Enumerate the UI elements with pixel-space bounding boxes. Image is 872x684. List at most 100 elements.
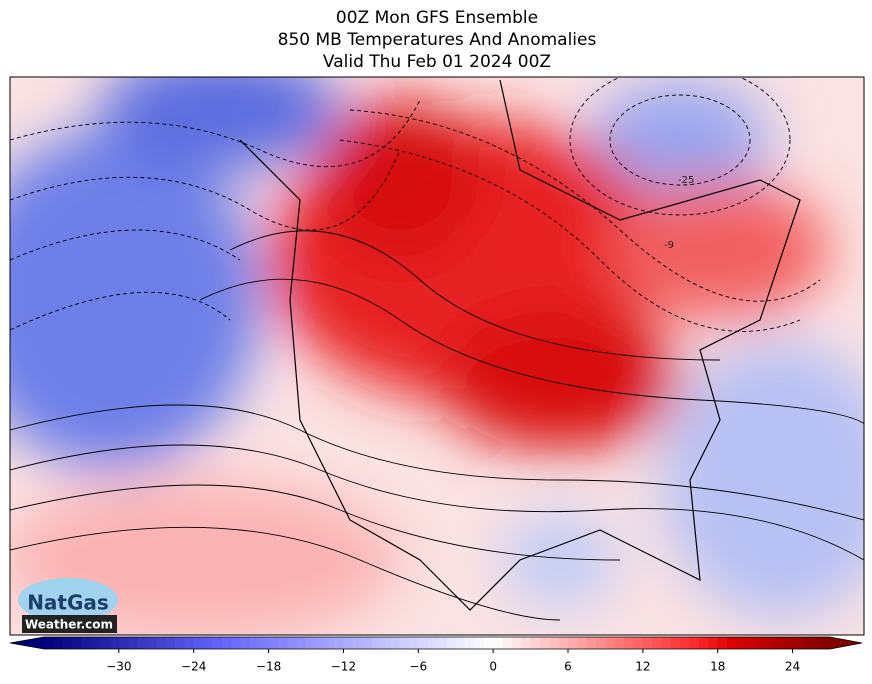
colorbar-frame (9, 636, 863, 650)
colorbar-step (558, 637, 569, 649)
colorbar-step (427, 637, 438, 649)
colorbar-step (53, 637, 64, 649)
colorbar-step (118, 637, 129, 649)
colorbar-step (240, 637, 251, 649)
colorbar-tick-label: −30 (106, 660, 131, 674)
colorbar-step (277, 637, 288, 649)
colorbar-step (764, 637, 775, 649)
colorbar-step (539, 637, 550, 649)
colorbar-step (530, 637, 541, 649)
title-line: 850 MB Temperatures And Anomalies (278, 30, 597, 50)
colorbar-step (165, 637, 176, 649)
colorbar-step (334, 637, 344, 649)
colorbar-step (549, 637, 560, 649)
colorbar-step (390, 637, 401, 649)
colorbar-step (502, 637, 513, 649)
colorbar-step (727, 637, 737, 649)
colorbar-tick-label: 18 (710, 660, 725, 674)
colorbar-step (408, 637, 419, 649)
colorbar-step (773, 637, 784, 649)
colorbar-step (128, 637, 139, 649)
colorbar-step (249, 637, 260, 649)
colorbar-step (642, 637, 653, 649)
colorbar-step (680, 637, 691, 649)
colorbar-step (62, 637, 73, 649)
colorbar-step (137, 637, 148, 649)
contour-label: -9 (664, 240, 674, 251)
colorbar-step (820, 637, 831, 649)
colorbar-step (287, 637, 298, 649)
colorbar-step (446, 637, 457, 649)
colorbar-step (699, 637, 709, 649)
colorbar-step (745, 637, 756, 649)
colorbar-step (193, 637, 204, 649)
colorbar-step (633, 637, 644, 649)
colorbar-tick-label: −6 (409, 660, 427, 674)
colorbar-tick-label: 0 (489, 660, 497, 674)
colorbar-tick-label: −18 (256, 660, 281, 674)
colorbar-step (259, 637, 270, 649)
contour-label: -25 (678, 175, 694, 186)
colorbar-step (455, 637, 466, 649)
colorbar-step (109, 637, 120, 649)
logo-text: Weather.com (25, 618, 113, 632)
colorbar-step (371, 637, 382, 649)
colorbar-tick-label: −12 (331, 660, 356, 674)
colorbar-step (72, 637, 82, 649)
colorbar-step (661, 637, 672, 649)
colorbar-step (493, 637, 503, 649)
coastline (239, 79, 801, 611)
colorbar-step (352, 637, 363, 649)
colorbar-tick-label: −24 (181, 660, 206, 674)
colorbar-step (614, 637, 625, 649)
colorbar-step (783, 637, 794, 649)
title-line: 00Z Mon GFS Ensemble (336, 8, 538, 28)
colorbar-step (231, 637, 241, 649)
colorbar-step (399, 637, 410, 649)
colorbar-step (801, 637, 812, 649)
colorbar-step (596, 637, 606, 649)
colorbar-step (418, 637, 429, 649)
colorbar-tick-label: 24 (785, 660, 800, 674)
colorbar-step (81, 637, 92, 649)
colorbar-step (708, 637, 719, 649)
colorbar-step (175, 637, 185, 649)
colorbar-step (437, 637, 447, 649)
logo: NatGas Weather.com (18, 578, 118, 633)
colorbar-step (221, 637, 232, 649)
colorbar-step (670, 637, 681, 649)
colorbar-step (146, 637, 157, 649)
colorbar-step (474, 637, 485, 649)
colorbar-step (465, 637, 475, 649)
colorbar-extend-high (830, 637, 862, 649)
logo-text: NatGas (27, 591, 109, 615)
title-line: Valid Thu Feb 01 2024 00Z (323, 52, 551, 72)
colorbar-step (156, 637, 167, 649)
colorbar-tick-label: 6 (564, 660, 572, 674)
colorbar-step (717, 637, 728, 649)
colorbar-step (736, 637, 747, 649)
colorbar-step (586, 637, 597, 649)
colorbar-tick-label: 12 (635, 660, 650, 674)
colorbar-step (306, 637, 316, 649)
colorbar-step (212, 637, 223, 649)
colorbar-step (577, 637, 588, 649)
colorbar-step (184, 637, 195, 649)
map: -25 -9 (10, 77, 864, 635)
colorbar-step (268, 637, 279, 649)
colorbar-step (689, 637, 700, 649)
colorbar-step (511, 637, 522, 649)
contours (10, 77, 864, 621)
colorbar-step (343, 637, 354, 649)
colorbar-step (380, 637, 391, 649)
colorbar-step (324, 637, 335, 649)
colorbar: −30 −24 −18 −12 −6 0 6 12 18 24 (9, 636, 863, 674)
colorbar-step (521, 637, 532, 649)
colorbar-step (315, 637, 326, 649)
colorbar-step (203, 637, 213, 649)
colorbar-step (44, 637, 54, 649)
colorbar-step (605, 637, 616, 649)
colorbar-step (100, 637, 110, 649)
colorbar-step (568, 637, 578, 649)
